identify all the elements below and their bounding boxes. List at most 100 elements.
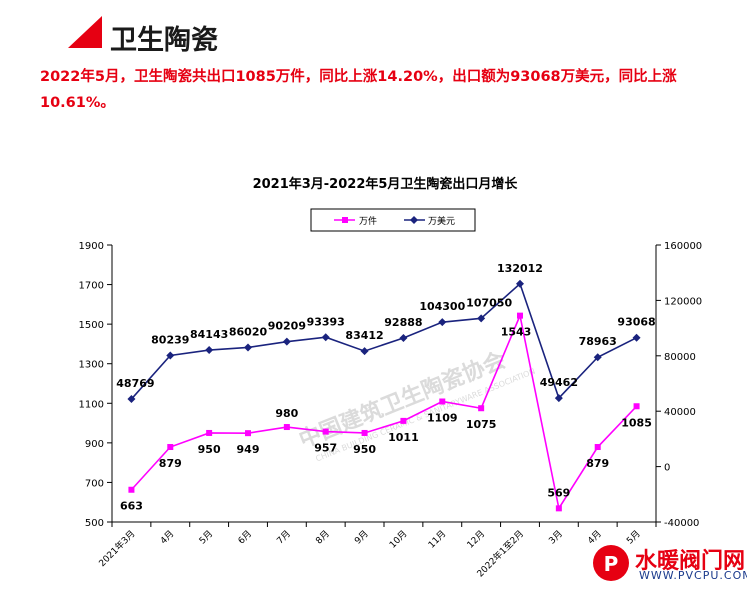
data-label-usd: 48769 — [116, 377, 154, 390]
data-label-pieces: 1109 — [427, 412, 458, 425]
page-title: 卫生陶瓷 — [110, 25, 218, 56]
point-usd — [477, 314, 486, 323]
x-tick-label: 3月 — [547, 528, 565, 546]
summary-line-1: 2022年5月，卫生陶瓷共出口1085万件，同比上涨14.20%，出口额为930… — [40, 69, 677, 85]
x-tick-label: 5月 — [197, 528, 215, 546]
point-usd — [282, 337, 291, 346]
data-label-pieces: 950 — [198, 443, 221, 456]
right-tick-label: 40000 — [664, 407, 696, 418]
data-label-pieces: 569 — [547, 486, 570, 499]
legend-marker-usd — [410, 216, 418, 224]
point-usd — [516, 279, 524, 288]
data-label-usd: 83412 — [345, 329, 383, 342]
pv-logo-icon: P — [593, 545, 629, 581]
site-watermark: P 水暖阀门网 WWW.PVCPU.COM — [591, 541, 747, 585]
data-label-usd: 93393 — [307, 315, 345, 328]
legend-marker-pieces — [342, 217, 348, 223]
data-label-usd: 84143 — [190, 328, 228, 341]
series-line-usd — [130, 282, 637, 400]
point-usd — [554, 394, 563, 403]
x-tick-label: 2021年3月 — [96, 528, 137, 569]
point-pieces — [322, 428, 329, 435]
data-label-pieces: 1543 — [501, 326, 532, 339]
point-usd — [399, 333, 408, 342]
point-pieces — [517, 312, 523, 319]
point-usd — [593, 353, 602, 362]
data-label-pieces: 950 — [353, 443, 376, 456]
data-label-usd: 49462 — [540, 376, 578, 389]
svg-text:P: P — [604, 552, 619, 576]
point-usd — [632, 333, 641, 342]
point-pieces — [400, 417, 407, 424]
left-tick-label: 1700 — [79, 281, 104, 292]
x-tick-label: 4月 — [158, 528, 176, 546]
point-usd — [127, 395, 136, 404]
right-tick-label: 120000 — [664, 296, 702, 307]
data-label-usd: 104300 — [419, 300, 465, 313]
data-label-usd: 90209 — [268, 320, 306, 333]
legend-label-usd: 万美元 — [428, 215, 455, 227]
summary-line-2: 10.61%。 — [40, 95, 115, 111]
watermark-site-name: 水暖阀门网 — [635, 549, 746, 574]
left-tick-label: 1900 — [79, 241, 104, 252]
x-tick-label: 7月 — [275, 528, 293, 546]
point-pieces — [361, 429, 368, 436]
legend-box — [310, 208, 476, 232]
data-label-pieces: 1085 — [621, 416, 652, 429]
right-tick-label: -40000 — [664, 518, 699, 529]
x-tick-label: 8月 — [314, 528, 332, 546]
right-tick-label: 80000 — [664, 352, 696, 363]
left-tick-label: 900 — [85, 439, 104, 450]
point-pieces — [478, 405, 485, 412]
point-pieces — [555, 505, 562, 512]
left-tick-label: 500 — [85, 518, 104, 529]
point-pieces — [594, 444, 601, 451]
left-tick-label: 700 — [85, 478, 104, 489]
legend-label-pieces: 万件 — [359, 215, 377, 227]
point-usd — [321, 333, 330, 342]
point-pieces — [128, 486, 135, 493]
data-label-pieces: 949 — [237, 443, 260, 456]
point-usd — [166, 351, 175, 360]
data-label-usd: 132012 — [497, 262, 543, 275]
data-label-pieces: 957 — [314, 442, 337, 455]
chart-title: 2021年3月-2022年5月卫生陶瓷出口月增长 — [253, 176, 519, 192]
point-pieces — [245, 430, 251, 437]
data-label-usd: 107050 — [466, 296, 512, 309]
watermark-url: WWW.PVCPU.COM — [639, 569, 747, 582]
point-usd — [438, 318, 447, 327]
chart-legend: 万件 万美元 — [310, 208, 476, 232]
data-label-pieces: 879 — [586, 457, 609, 470]
data-label-pieces: 980 — [275, 407, 298, 420]
data-label-usd: 78963 — [579, 335, 617, 348]
x-tick-label: 11月 — [426, 528, 448, 550]
point-usd — [244, 343, 252, 352]
x-tick-label: 6月 — [236, 528, 254, 546]
left-tick-label: 1100 — [79, 399, 104, 410]
data-label-pieces: 1011 — [388, 431, 419, 444]
right-tick-label: 0 — [664, 463, 670, 474]
x-tick-label: 9月 — [352, 528, 370, 546]
point-pieces — [167, 444, 174, 451]
data-label-pieces: 1075 — [466, 418, 497, 431]
point-pieces — [633, 403, 640, 410]
point-pieces — [283, 424, 290, 431]
point-usd — [205, 346, 214, 355]
export-chart: 2021年3月-2022年5月卫生陶瓷出口月增长 万件 万美元 中国建筑卫生陶瓷… — [79, 176, 703, 580]
x-tick-label: 12月 — [465, 528, 487, 550]
x-tick-label: 10月 — [387, 528, 409, 550]
series-line-pieces — [130, 312, 638, 511]
data-label-usd: 92888 — [384, 316, 422, 329]
summary-text: 2022年5月，卫生陶瓷共出口1085万件，同比上涨14.20%，出口额为930… — [40, 64, 720, 116]
red-triangle-icon — [68, 16, 102, 48]
left-tick-label: 1500 — [79, 320, 104, 331]
data-label-pieces: 663 — [120, 500, 143, 513]
data-label-pieces: 879 — [159, 457, 182, 470]
point-usd — [360, 347, 369, 356]
right-tick-label: 160000 — [664, 241, 702, 252]
data-label-usd: 86020 — [229, 325, 268, 338]
point-pieces — [206, 429, 213, 436]
point-pieces — [439, 398, 446, 405]
left-tick-label: 1300 — [79, 360, 104, 371]
data-label-usd: 93068 — [617, 316, 655, 329]
